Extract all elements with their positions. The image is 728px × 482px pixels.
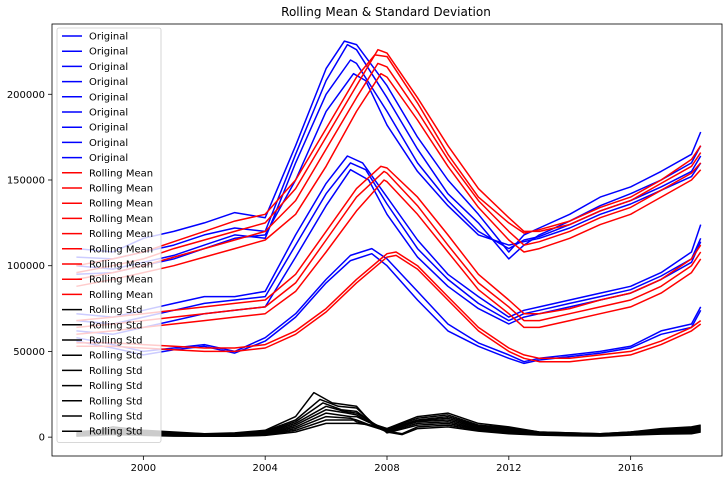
series-line-7 [76, 247, 702, 363]
chart-title: Rolling Mean & Standard Deviation [281, 5, 491, 19]
series-line-10 [76, 48, 702, 274]
legend-label-14: Rolling Mean [89, 244, 153, 255]
legend-label-6: Original [89, 123, 128, 134]
series-line-8 [76, 252, 702, 365]
series-line-26 [76, 422, 701, 438]
series-line-0 [76, 40, 702, 253]
series-line-12 [76, 72, 702, 288]
y-axis: 0 50000 100000 150000 200000 [7, 90, 52, 444]
legend-label-9: Rolling Mean [89, 168, 153, 179]
legend-label-18: Rolling Std [89, 305, 142, 316]
legend-label-2: Original [89, 62, 128, 73]
legend-label-11: Rolling Mean [89, 199, 153, 210]
y-tick-label: 200000 [7, 90, 45, 101]
series-line-5 [76, 162, 702, 325]
series-line-9 [76, 54, 702, 267]
legend-label-23: Rolling Std [89, 381, 142, 392]
series-line-17 [76, 254, 702, 363]
series-line-13 [76, 165, 702, 322]
legend-label-10: Rolling Mean [89, 184, 153, 195]
x-tick-label: 2008 [374, 463, 399, 474]
legend-label-25: Rolling Std [89, 412, 142, 423]
y-tick-label: 50000 [13, 347, 45, 358]
legend-label-8: Original [89, 153, 128, 164]
legend-label-24: Rolling Std [89, 396, 142, 407]
series-line-1 [76, 43, 702, 260]
legend-label-20: Rolling Std [89, 336, 142, 347]
legend-label-16: Rolling Mean [89, 275, 153, 286]
x-tick-label: 2012 [496, 463, 521, 474]
series-layer [76, 40, 702, 438]
series-line-11 [76, 62, 702, 281]
legend-label-0: Original [89, 32, 128, 43]
legend-label-21: Rolling Std [89, 351, 142, 362]
legend-label-7: Original [89, 138, 128, 149]
legend-label-17: Rolling Mean [89, 290, 153, 301]
x-tick-label: 2000 [131, 463, 156, 474]
legend-label-3: Original [89, 77, 128, 88]
series-line-16 [76, 251, 702, 360]
legend-label-15: Rolling Mean [89, 260, 153, 271]
x-tick-label: 2004 [252, 463, 277, 474]
y-tick-label: 150000 [7, 176, 45, 187]
legend-label-1: Original [89, 47, 128, 58]
series-line-14 [76, 170, 702, 329]
series-line-4 [76, 155, 702, 318]
legend-label-5: Original [89, 108, 128, 119]
y-tick-label: 100000 [7, 261, 45, 272]
y-tick-label: 0 [39, 433, 45, 444]
legend-label-13: Rolling Mean [89, 229, 153, 240]
legend-label-19: Rolling Std [89, 320, 142, 331]
series-line-15 [76, 179, 702, 336]
legend-label-12: Rolling Mean [89, 214, 153, 225]
legend: Original Original Original Original Original… [56, 27, 162, 443]
x-axis: 2000 2004 2008 2012 2016 [131, 456, 643, 474]
legend-box [56, 27, 162, 443]
legend-label-26: Rolling Std [89, 427, 142, 438]
legend-label-4: Original [89, 92, 128, 103]
x-tick-label: 2016 [618, 463, 643, 474]
legend-label-22: Rolling Std [89, 366, 142, 377]
